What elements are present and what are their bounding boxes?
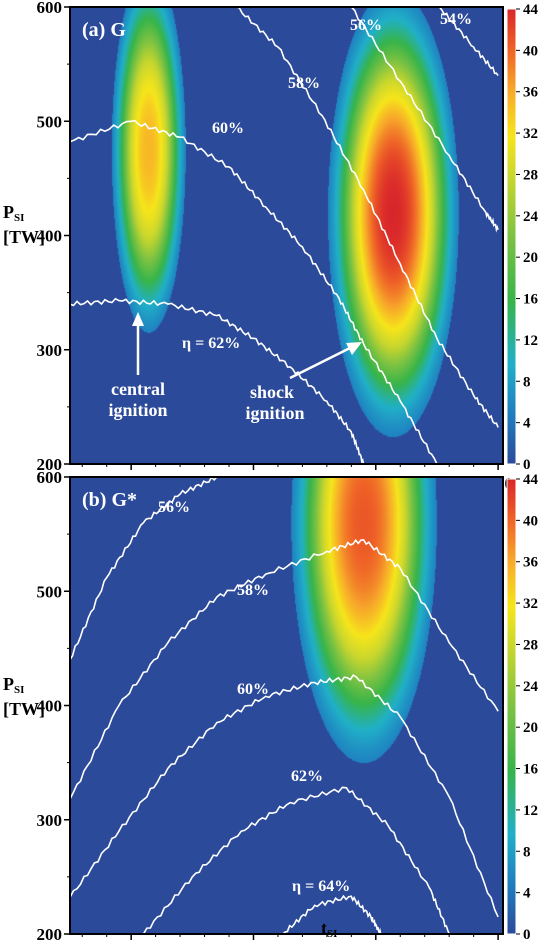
colorbar-tick-label: 24 [523,209,539,225]
y-tick-label: 200 [37,925,63,944]
annotation-central-ignition-2: ignition [108,400,167,420]
contour-line [142,786,450,934]
colorbar-tick-label: 8 [523,374,531,390]
annotation-shock-ignition-2: ignition [245,403,304,423]
panel-b-heatmap [70,477,503,934]
contour-line [70,297,365,464]
contour-line [70,119,438,464]
panel-b-label: (b) G* [82,489,137,511]
y-tick-label: 600 [37,468,63,487]
colorbar-tick-label: 0 [523,457,531,473]
panel-a-contours [70,7,499,464]
colorbar-tick-label: 16 [523,762,539,778]
colorbar-tick-label: 24 [523,679,539,695]
contour-label-a-60: 60% [212,120,244,137]
contour-label-b-64: η = 64% [292,878,350,895]
contour-label-b-56: 56% [158,499,190,516]
colorbar-tick-label: 16 [523,292,539,308]
colorbar-tick-label: 0 [523,927,531,943]
contour-line [70,477,218,661]
contour-label-a-54: 54% [440,11,472,28]
panel-a-heatmap [70,7,503,464]
panel-b: (b) G* 56% 58% 60% 62% η = 64% 11.512.01… [3,468,539,946]
y-tick-label: 600 [37,0,63,17]
colorbar-tick-label: 44 [523,2,539,18]
panel-b-colorbar-ticks: 0 4 8 12 16 20 24 28 32 36 40 44 [516,472,539,943]
colorbar-tick-label: 44 [523,472,539,488]
contour-line [282,894,382,934]
colorbar-tick-label: 8 [523,844,531,860]
panel-a-ylabel-unit: [TW] [3,227,45,247]
colorbar-tick-label: 36 [523,85,539,101]
colorbar-tick-label: 32 [523,126,538,142]
colorbar-tick-label: 36 [523,555,539,571]
panel-a-label: (a) G [82,19,126,41]
panel-b-colorbar [506,478,517,935]
annotation-shock-ignition: shock [250,382,294,402]
y-tick-label: 200 [37,455,63,474]
contour-label-b-58: 58% [237,582,269,599]
panel-a-colorbar-ticks: 0 4 8 12 16 20 24 28 32 36 40 44 [516,2,539,473]
y-tick-label: 500 [37,582,63,601]
contour-label-b-62: 62% [291,768,323,785]
y-tick-label: 300 [37,811,63,830]
colorbar-tick-label: 20 [523,250,538,266]
contour-line [438,7,499,77]
contour-label-b-60: 60% [237,681,269,698]
colorbar-tick-label: 32 [523,596,538,612]
x-tick-label: 13.0 [483,944,513,946]
colorbar-tick-label: 4 [523,416,531,432]
contour-line [70,538,499,800]
colorbar-tick-label: 12 [523,803,538,819]
y-tick-label: 400 [37,697,63,716]
contour-line [236,7,499,428]
panel-b-ylabel-unit: [TW] [3,699,45,719]
panel-a-ylabel: PSI [3,202,24,224]
colorbar-tick-label: 40 [523,513,538,529]
arrowhead-shock-ignition [346,342,362,355]
colorbar-tick-label: 20 [523,720,538,736]
contour-label-a-56: 56% [350,17,382,34]
arrowhead-central-ignition [132,312,144,326]
panel-a-colorbar [506,8,517,465]
x-tick-label: 12.5 [361,944,391,946]
x-tick-label: 11.5 [117,944,146,946]
y-tick-label: 400 [37,227,63,246]
contour-label-a-58: 58% [288,75,320,92]
colorbar-tick-label: 28 [523,637,538,653]
colorbar-tick-label: 4 [523,886,531,902]
arrow-shock-ignition [289,346,351,380]
colorbar-tick-label: 40 [523,43,538,59]
contour-line [350,7,499,233]
contour-line [70,674,499,918]
x-tick-label: 12.0 [239,944,269,946]
colorbar-tick-label: 28 [523,167,538,183]
panel-b-axes: 11.5 12.0 12.5 13.0 200 300 400 500 600 [37,468,513,946]
contour-label-a-62: η = 62% [182,335,240,352]
colorbar-tick-label: 12 [523,333,538,349]
y-tick-label: 300 [37,341,63,360]
y-tick-label: 500 [37,112,63,131]
panel-a: (a) G η = 62% 60% 58% 56% 54% central ig… [3,0,539,500]
panel-b-xlabel: tSI [321,918,337,940]
annotation-central-ignition: central [111,379,165,399]
panel-b-contours [70,477,499,934]
panel-b-ylabel: PSI [3,674,24,696]
